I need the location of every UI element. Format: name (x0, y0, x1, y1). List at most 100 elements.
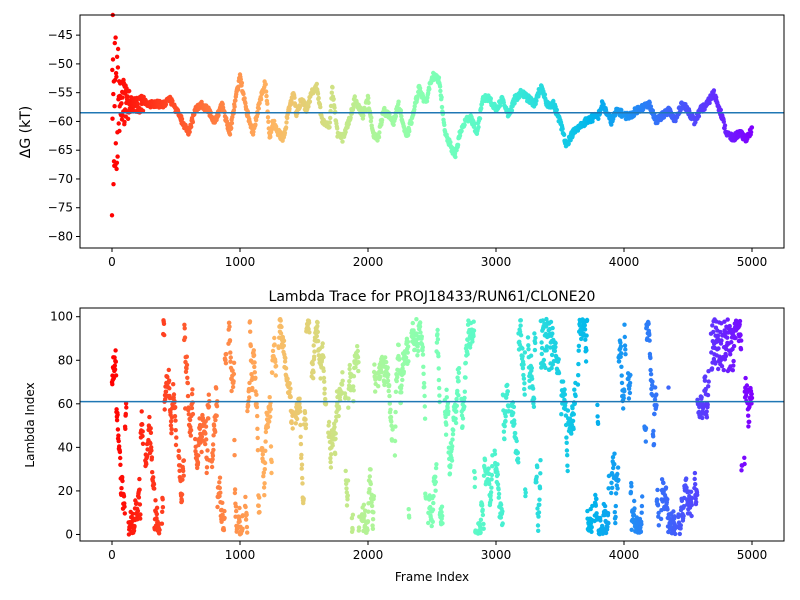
lambda-point (582, 327, 588, 332)
lambda-point (233, 504, 239, 509)
lambda-point (365, 527, 370, 533)
lambda-point (460, 424, 465, 429)
lambda-point (181, 473, 186, 478)
lambda-point (298, 434, 303, 439)
lambda-point (738, 332, 743, 338)
lambda-point (477, 524, 483, 529)
dg-point (377, 130, 382, 135)
lambda-point (618, 340, 623, 345)
lambda-point (582, 323, 587, 328)
dg-point (560, 126, 565, 132)
lambda-point (351, 388, 356, 393)
lambda-point (220, 500, 225, 505)
dg-point (542, 92, 548, 97)
lambda-point (495, 462, 500, 467)
lambda-point (210, 442, 216, 447)
lambda-point (619, 380, 625, 386)
lambda-point (439, 504, 445, 509)
lambda-point (184, 354, 189, 359)
lambda-point (430, 519, 435, 524)
lambda-point (706, 379, 711, 384)
x-tick-label: 5000 (737, 548, 768, 562)
lambda-point (261, 474, 266, 479)
lambda-point (706, 369, 711, 374)
lambda-point (287, 389, 292, 395)
dg-point (114, 160, 120, 165)
dg-point (238, 77, 243, 82)
lambda-point (340, 378, 345, 383)
lambda-point (393, 409, 398, 415)
dg-point (707, 100, 712, 106)
lambda-point (405, 350, 410, 355)
lambda-point (498, 515, 504, 520)
lambda-point (311, 369, 316, 375)
lambda-point (281, 338, 287, 343)
lambda-point (573, 393, 578, 399)
lambda-point (430, 507, 436, 512)
lambda-point (387, 393, 392, 399)
lambda-point (505, 382, 510, 388)
lambda-point (190, 387, 195, 392)
dg-point (316, 95, 321, 101)
lambda-point (321, 368, 326, 374)
lambda-point (265, 424, 271, 430)
lambda-point (658, 516, 664, 522)
x-tick-label: 2000 (353, 548, 384, 562)
lambda-point (177, 468, 182, 473)
dg-point (415, 94, 420, 99)
lambda-point (437, 393, 442, 398)
dg-point (140, 108, 146, 114)
lambda-point (263, 439, 268, 444)
y-tick-label: −60 (48, 114, 73, 128)
lambda-point (544, 344, 550, 349)
dg-point (448, 140, 453, 145)
lambda-point (552, 348, 558, 354)
lambda-point (298, 422, 303, 428)
lambda-point (622, 388, 627, 394)
lambda-point (584, 317, 590, 323)
lambda-point (270, 370, 275, 375)
lambda-point (564, 448, 570, 453)
lambda-point (184, 366, 189, 371)
dg-point (125, 116, 131, 122)
lambda-point (215, 504, 220, 510)
lambda-point (135, 508, 141, 514)
lambda-point (639, 522, 644, 527)
lambda-point (643, 439, 648, 444)
y-tick-label: −80 (48, 229, 73, 243)
lambda-point (169, 426, 174, 432)
lambda-point (407, 515, 412, 520)
lambda-point (622, 334, 627, 340)
lambda-point (397, 357, 402, 362)
lambda-point (217, 475, 223, 480)
lambda-point (414, 331, 419, 336)
lambda-point (655, 503, 661, 508)
dg-point (427, 86, 432, 92)
lambda-point (632, 498, 637, 504)
lambda-point (389, 419, 394, 424)
lambda-point (605, 511, 611, 516)
lambda-point (570, 406, 575, 411)
dg-point (122, 119, 127, 125)
lambda-point (154, 511, 159, 517)
lambda-point (167, 386, 172, 391)
lambda-point (541, 357, 547, 363)
lambda-point (651, 442, 657, 447)
lambda-point (495, 472, 500, 477)
dg-point (110, 57, 116, 62)
lambda-point (448, 440, 454, 446)
lambda-point (520, 346, 525, 351)
lambda-point (565, 408, 571, 413)
lambda-point (721, 367, 726, 373)
lambda-point (520, 354, 525, 359)
lambda-point (553, 344, 558, 350)
lambda-point (196, 453, 201, 458)
lambda-point (649, 386, 654, 392)
lambda-point (595, 414, 600, 419)
lambda-point (161, 321, 167, 326)
lambda-point (149, 455, 155, 460)
lambda-point (593, 492, 598, 498)
lambda-point (443, 414, 448, 420)
x-tick-label: 4000 (609, 255, 640, 269)
lambda-point (426, 520, 431, 526)
